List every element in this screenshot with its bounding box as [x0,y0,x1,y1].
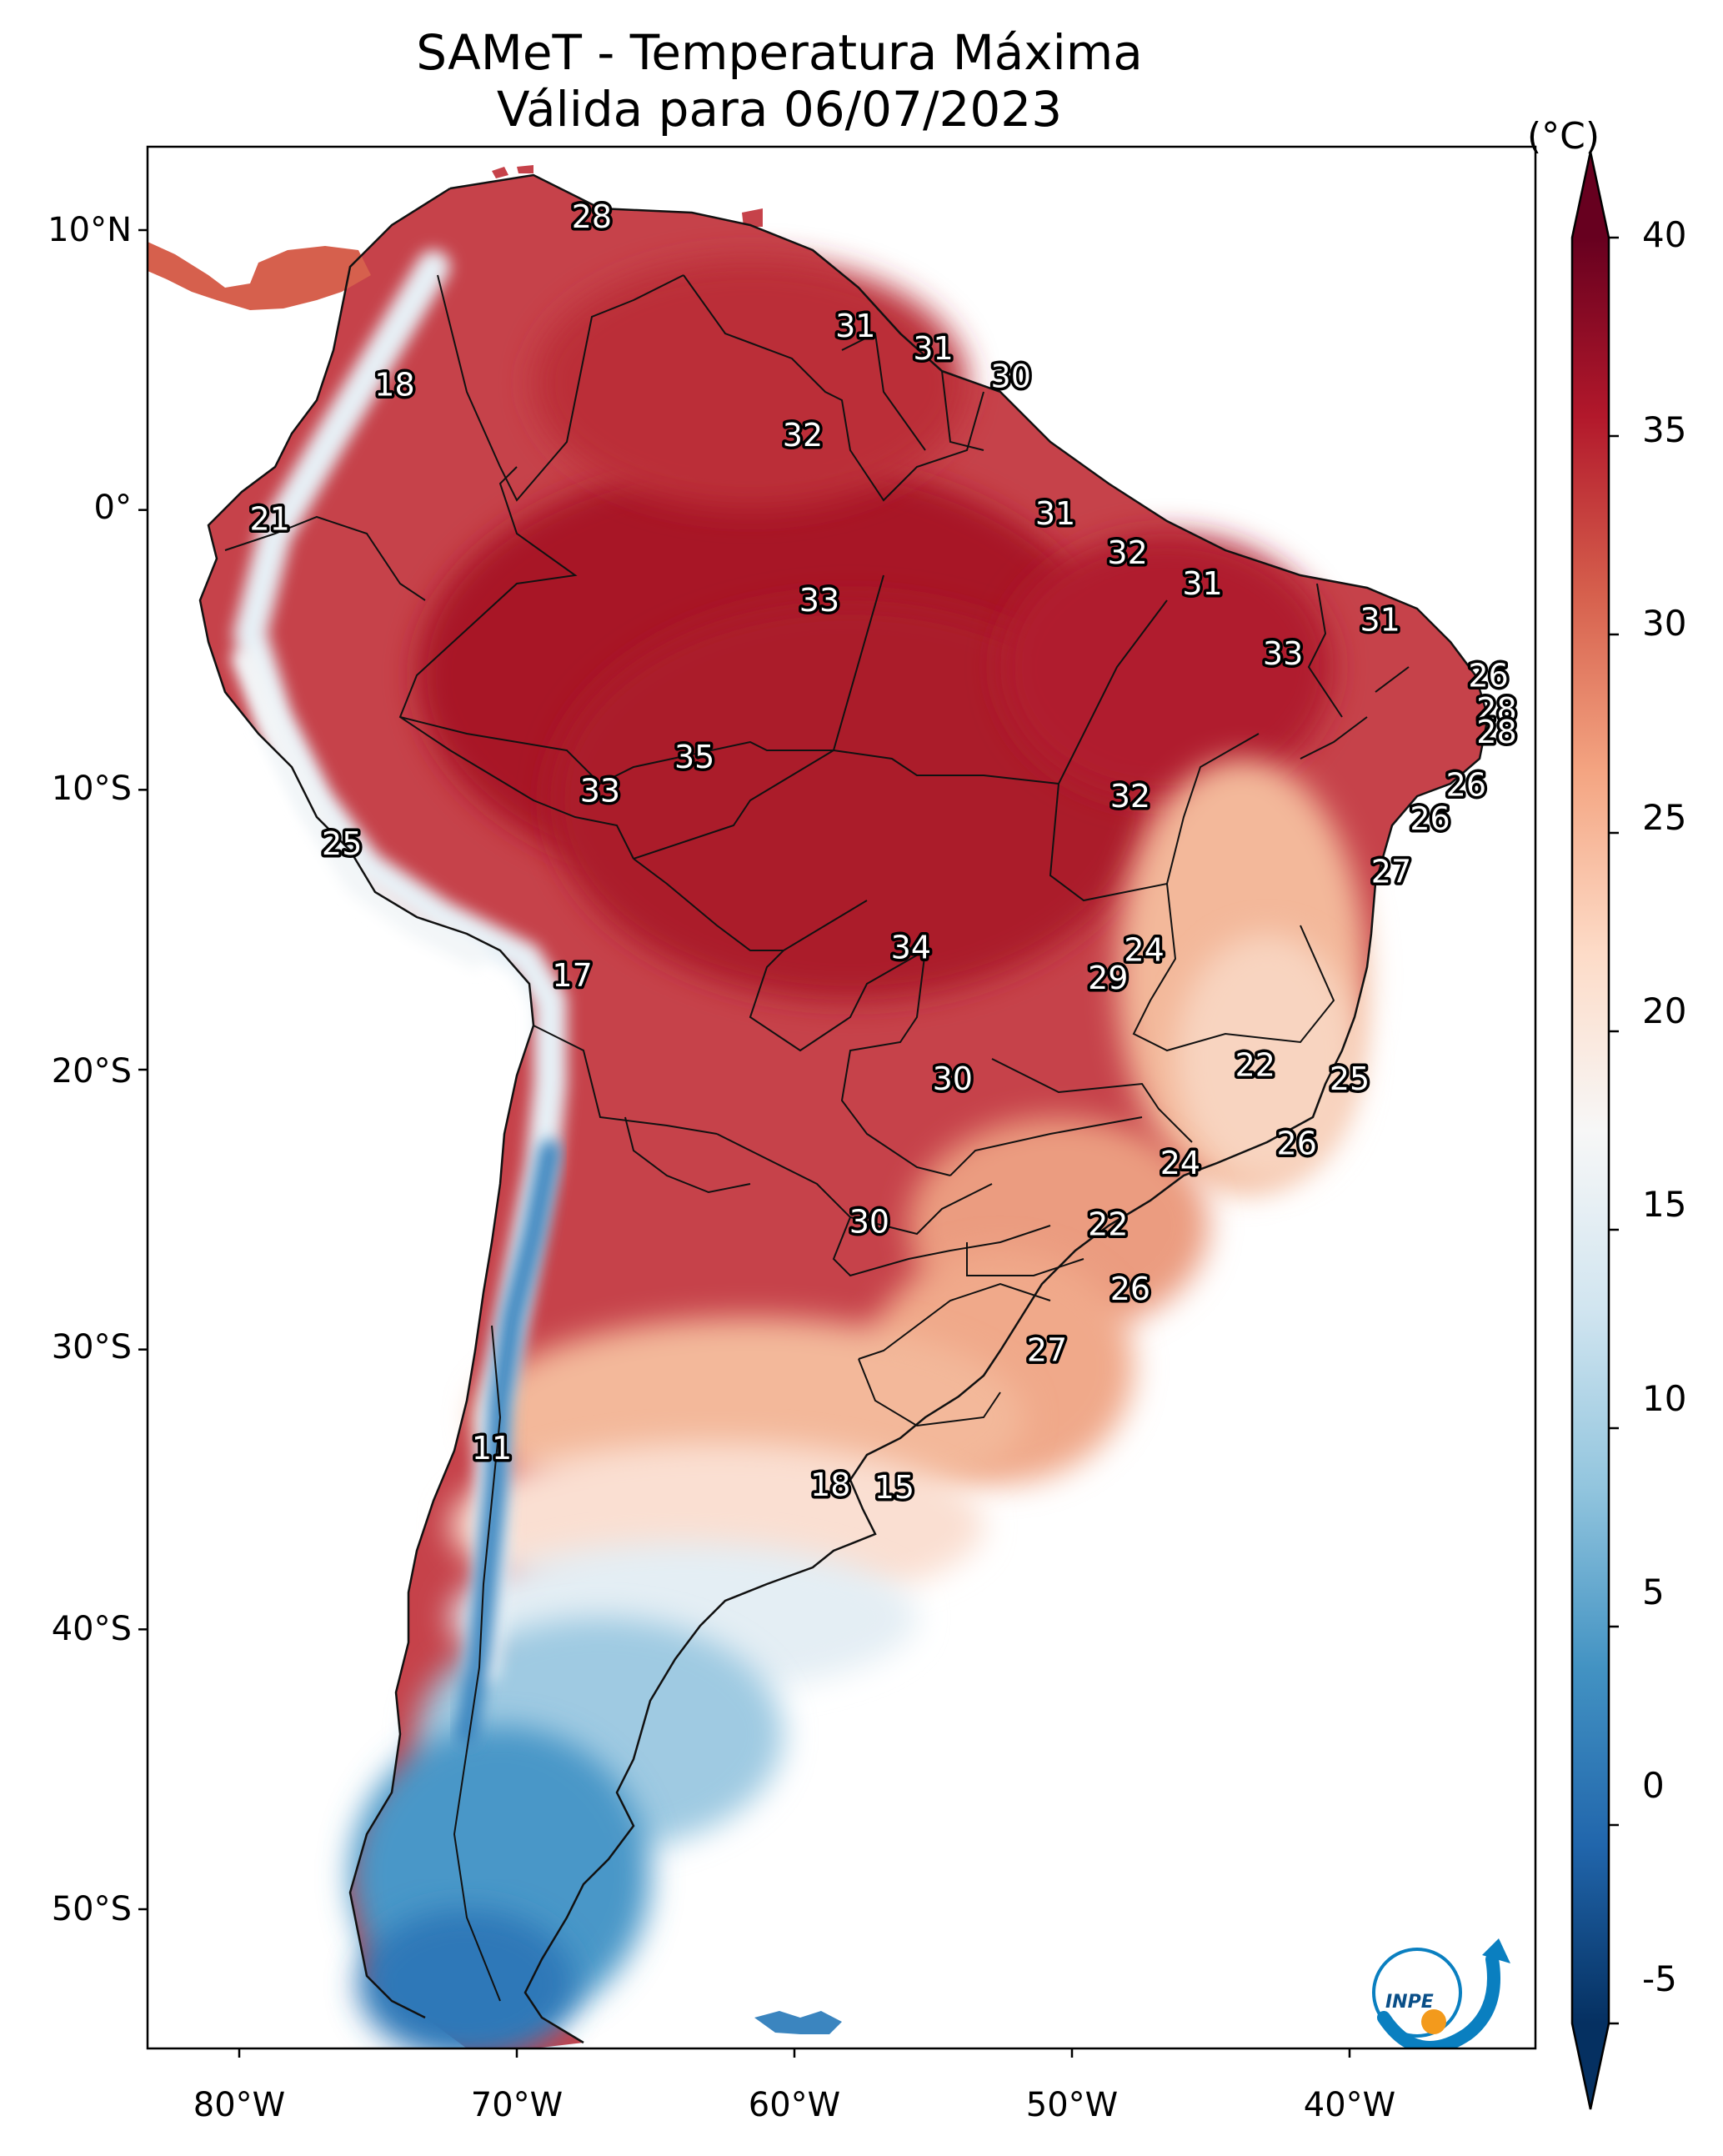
colorbar [1570,151,1619,2110]
contour-label: 28 [1476,714,1516,750]
heat-venezuela [533,258,967,509]
contour-label: 32 [1110,778,1150,815]
contour-label: 35 [674,739,714,775]
chart-title: SAMeT - Temperatura Máxima [416,24,1143,81]
contour-label: 32 [783,417,823,454]
colorbar-label-minus5: -5 [1642,1958,1677,1999]
contour-label: 31 [835,308,875,344]
contour-label: 28 [1476,691,1516,728]
map-frame [146,145,1537,2050]
contour-label: 33 [1263,635,1303,672]
logo-text: INPE [1385,1992,1434,2013]
logo-dot-icon [1421,2009,1446,2034]
central-america [148,242,371,310]
colorbar-label-0: 0 [1642,1765,1665,1806]
contour-label: 26 [1446,767,1486,804]
lat-label-30S: 30°S [51,1328,132,1366]
contour-label: 17 [552,957,592,994]
mild-minas [1175,934,1359,1184]
colorbar-label-25: 25 [1642,797,1687,838]
contour-label: 22 [1088,1206,1128,1243]
contour-label: 24 [1160,1145,1200,1181]
contour-label: 31 [1182,565,1222,602]
colorbar-label-5: 5 [1642,1572,1665,1612]
colorbar-label-20: 20 [1642,990,1687,1031]
axis-ticks [138,228,1351,2058]
contour-label: 26 [1110,1271,1150,1307]
contour-label: 22 [1235,1046,1275,1083]
colorbar-label-10: 10 [1642,1378,1687,1419]
contour-label: 18 [374,367,414,404]
lat-label-20S: 20°S [51,1052,132,1091]
falkland-islands [754,2011,842,2034]
contour-label: 26 [1410,800,1450,837]
colorbar-label-35: 35 [1642,409,1687,450]
contour-label: 30 [991,358,1031,395]
colorbar-label-40: 40 [1642,214,1687,255]
contour-label: 15 [874,1469,914,1506]
coastlines [198,173,1490,2044]
lon-label-60W: 60°W [748,2086,841,2124]
contour-label: 31 [913,330,953,367]
colorbar-max-extension [1572,152,1609,238]
colorbar-body [1572,238,1609,2023]
contour-label: 24 [1124,932,1164,969]
contour-label: 29 [1088,960,1128,996]
contour-label: 34 [891,929,931,965]
country-boundaries [224,274,1410,2002]
contour-label: 25 [322,825,362,862]
contour-label: 33 [580,772,620,809]
contour-label: 27 [1371,854,1411,890]
inpe-logo: INPE [1372,1938,1510,2048]
chart-subtitle: Válida para 06/07/2023 [496,81,1063,138]
contour-label: 33 [799,582,839,619]
lat-label-40S: 40°S [51,1610,132,1648]
lon-label-80W: 80°W [193,2086,286,2124]
contour-label: 21 [249,501,289,538]
heat-core-central [550,600,1150,1000]
lat-label-10N: 10°N [48,211,132,249]
logo-arrow-icon [1482,1938,1510,1963]
lon-label-50W: 50°W [1025,2086,1119,2124]
lon-label-40W: 40°W [1303,2086,1396,2124]
contour-label: 32 [1107,534,1147,571]
contour-label: 26 [1468,658,1508,694]
contour-label: 28 [572,198,612,235]
contour-label: 25 [1330,1060,1370,1097]
colorbar-ticks [1609,236,1619,2025]
peru-coastal-cool [230,645,489,970]
lat-label-0: 0° [93,489,132,527]
caribbean-islands [492,165,763,227]
contour-label: 11 [472,1430,512,1467]
contour-label: 30 [933,1060,973,1097]
band-tierra [358,1909,575,2048]
contour-label: 30 [849,1203,889,1240]
contour-label: 31 [1360,602,1400,639]
colorbar-label-15: 15 [1642,1184,1687,1225]
contour-label: 18 [810,1467,850,1503]
logo-arc-icon [1377,1953,1500,2048]
contour-label: 31 [1035,495,1075,532]
colorbar-min-extension [1572,2023,1609,2109]
logo-ring-icon [1372,1948,1462,2038]
colorbar-unit: (°C) [1527,115,1600,158]
lat-label-50S: 50°S [51,1890,132,1928]
contour-label: 27 [1027,1332,1067,1369]
lon-label-70W: 70°W [470,2086,563,2124]
contour-label: 26 [1277,1125,1317,1161]
colorbar-label-30: 30 [1642,603,1687,644]
lat-label-10S: 10°S [51,770,132,808]
